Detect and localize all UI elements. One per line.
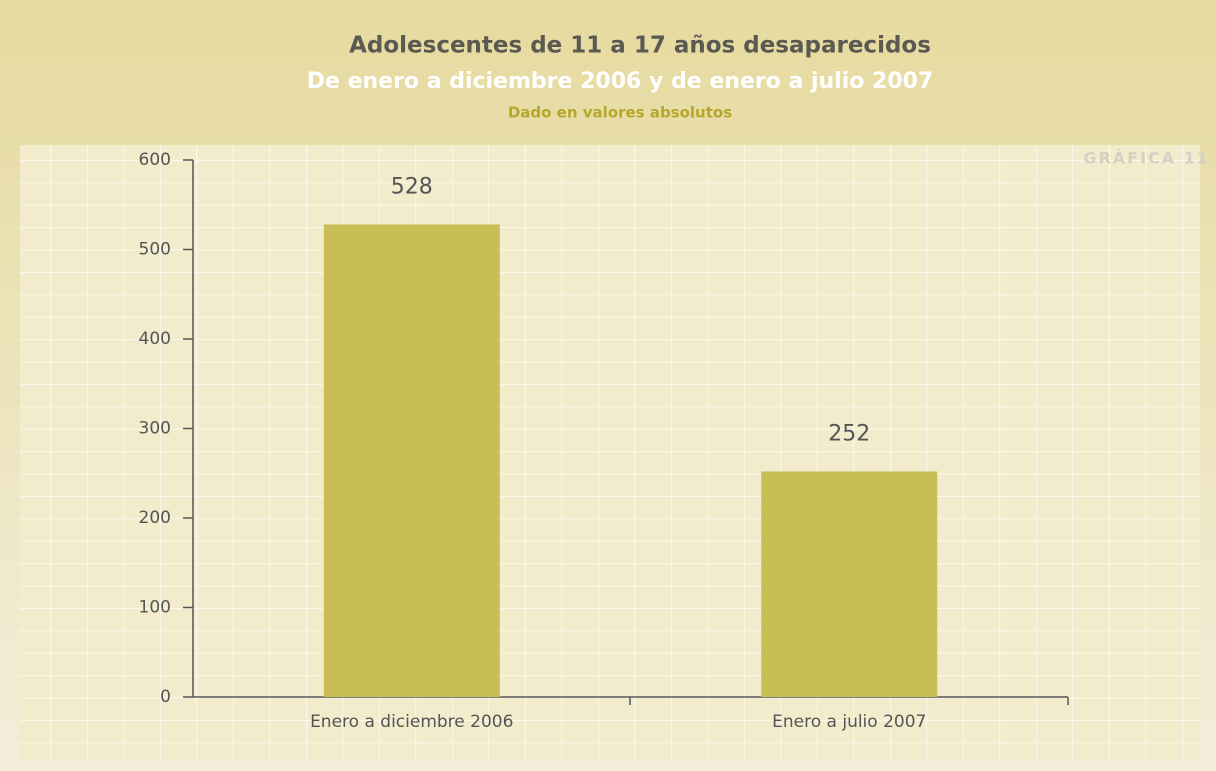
bar xyxy=(323,224,500,697)
y-tick-label: 200 xyxy=(139,508,171,528)
y-tick-label: 500 xyxy=(139,240,171,260)
x-tick-label: Enero a diciembre 2006 xyxy=(310,712,513,732)
value-label: 528 xyxy=(391,174,433,199)
chart-title: Adolescentes de 11 a 17 años desaparecid… xyxy=(349,33,931,59)
figure-label: GRÁFICA 11 xyxy=(1083,149,1210,168)
decorative-grid xyxy=(20,145,1200,760)
y-tick-label: 0 xyxy=(160,687,171,707)
x-tick-label: Enero a julio 2007 xyxy=(772,712,926,732)
y-tick-label: 600 xyxy=(139,150,171,170)
y-tick-label: 400 xyxy=(139,329,171,349)
value-label: 252 xyxy=(828,421,870,446)
bar xyxy=(761,471,938,697)
y-tick-label: 300 xyxy=(139,419,171,439)
y-tick-label: 100 xyxy=(139,598,171,618)
chart-note: Dado en valores absolutos xyxy=(508,104,732,122)
chart-subtitle: De enero a diciembre 2006 y de enero a j… xyxy=(307,69,934,94)
